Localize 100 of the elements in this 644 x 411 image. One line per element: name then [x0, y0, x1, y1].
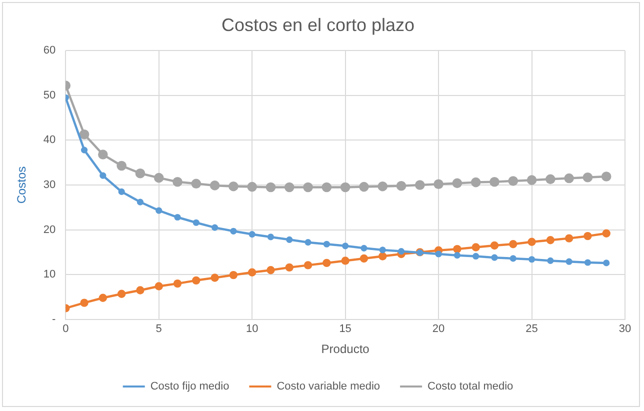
point — [396, 180, 406, 191]
point — [584, 259, 592, 266]
point — [247, 182, 257, 192]
point — [490, 176, 500, 187]
point — [546, 174, 556, 184]
point — [174, 214, 181, 221]
x-tick-label: 15 — [339, 323, 352, 336]
point — [341, 256, 350, 265]
point — [210, 274, 219, 282]
x-tick-label: 0 — [62, 323, 69, 336]
x-tick-label: 10 — [246, 323, 258, 336]
point — [470, 177, 481, 188]
y-axis-title: Costos — [14, 166, 29, 204]
point — [526, 175, 537, 185]
y-tick-label: 30 — [43, 179, 56, 192]
legend-label: Costo fijo medio — [150, 380, 230, 393]
point — [284, 182, 294, 192]
x-tick-label: 20 — [432, 323, 445, 336]
y-tick-label: 10 — [43, 268, 56, 281]
point — [286, 236, 293, 243]
point — [266, 266, 275, 274]
point — [415, 180, 425, 190]
point — [472, 243, 480, 252]
point — [546, 236, 555, 244]
point — [564, 234, 574, 242]
point — [603, 260, 610, 266]
point — [267, 234, 274, 240]
point — [510, 255, 516, 262]
point — [117, 290, 126, 298]
y-tick-label: 50 — [43, 89, 56, 102]
y-tick-label: 60 — [43, 44, 56, 57]
point — [582, 172, 593, 182]
point — [304, 239, 312, 246]
point — [116, 160, 126, 171]
point — [359, 182, 369, 192]
point — [192, 219, 200, 226]
point — [454, 252, 460, 259]
point — [135, 168, 146, 178]
point — [192, 276, 200, 285]
point — [248, 268, 256, 276]
x-axis-title: Producto — [321, 342, 370, 356]
y-tick-label: - — [52, 313, 56, 326]
point — [547, 257, 554, 264]
point — [472, 252, 480, 260]
point — [248, 230, 256, 238]
x-tick-label: 25 — [526, 323, 538, 336]
point — [303, 182, 313, 192]
point — [172, 176, 182, 187]
point — [156, 207, 162, 214]
point — [602, 229, 610, 238]
point — [154, 172, 164, 183]
point — [154, 282, 163, 290]
point — [378, 181, 388, 192]
point — [360, 254, 368, 263]
point — [398, 248, 405, 255]
point — [100, 172, 106, 179]
point — [528, 238, 536, 246]
legend-label: Costo variable medio — [276, 380, 380, 393]
point — [323, 240, 330, 248]
point — [285, 263, 294, 272]
point — [229, 270, 238, 280]
point — [80, 298, 88, 307]
point — [490, 241, 499, 250]
point — [173, 279, 182, 288]
point — [508, 176, 518, 186]
point — [118, 188, 125, 196]
point — [191, 178, 202, 189]
point — [80, 146, 88, 154]
point — [435, 250, 442, 258]
point — [322, 258, 331, 268]
point — [509, 240, 518, 248]
point — [210, 180, 220, 190]
point — [378, 252, 387, 260]
point — [564, 173, 574, 184]
chart-title: Costos en el corto plazo — [221, 14, 415, 35]
point — [136, 198, 144, 206]
point — [491, 254, 498, 261]
point — [322, 182, 332, 192]
point — [98, 294, 108, 302]
point — [266, 182, 276, 192]
legend-label: Costo total medio — [428, 380, 514, 393]
point — [601, 172, 612, 182]
point — [304, 261, 312, 270]
point — [228, 181, 238, 192]
point — [212, 224, 218, 231]
y-tick-label: 20 — [43, 224, 56, 236]
point — [434, 179, 444, 190]
y-tick-label: 40 — [43, 134, 56, 146]
point — [230, 228, 237, 234]
point — [136, 286, 144, 294]
point — [379, 246, 386, 254]
point — [340, 182, 350, 192]
point — [453, 244, 462, 254]
point — [452, 178, 462, 188]
point — [566, 258, 572, 265]
point — [342, 242, 349, 250]
x-tick-label: 30 — [618, 323, 632, 336]
x-tick-label: 5 — [156, 323, 162, 336]
point — [360, 244, 368, 252]
point — [98, 150, 108, 160]
